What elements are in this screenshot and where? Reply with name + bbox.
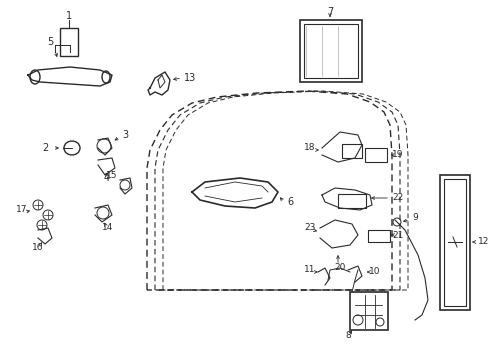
Text: 18: 18 [304,144,315,153]
Text: 17: 17 [16,206,28,215]
Bar [439,175,469,310]
Bar [349,292,387,330]
Text: 20: 20 [334,264,345,273]
Bar [299,20,361,82]
Text: 2: 2 [42,143,48,153]
Text: 23: 23 [304,224,315,233]
Text: 15: 15 [106,171,118,180]
Text: 13: 13 [183,73,196,83]
Text: 16: 16 [32,243,43,252]
Text: 19: 19 [391,150,403,159]
Text: 22: 22 [391,193,403,202]
Text: 3: 3 [122,130,128,140]
Text: 8: 8 [345,332,350,341]
Text: 10: 10 [368,267,380,276]
Text: 9: 9 [411,213,417,222]
Bar [364,148,386,162]
Text: 21: 21 [391,230,403,239]
Text: 11: 11 [304,265,315,274]
Bar [337,194,365,208]
Text: 14: 14 [102,224,113,233]
Bar [60,28,78,56]
Text: 12: 12 [477,238,488,247]
Bar [367,230,389,242]
Text: 1: 1 [66,11,72,21]
Bar [443,179,465,306]
Bar [341,144,361,158]
Text: 6: 6 [286,197,292,207]
Bar [304,24,357,78]
Text: 4: 4 [104,173,110,183]
Text: 5: 5 [47,37,53,47]
Text: 7: 7 [326,7,332,17]
